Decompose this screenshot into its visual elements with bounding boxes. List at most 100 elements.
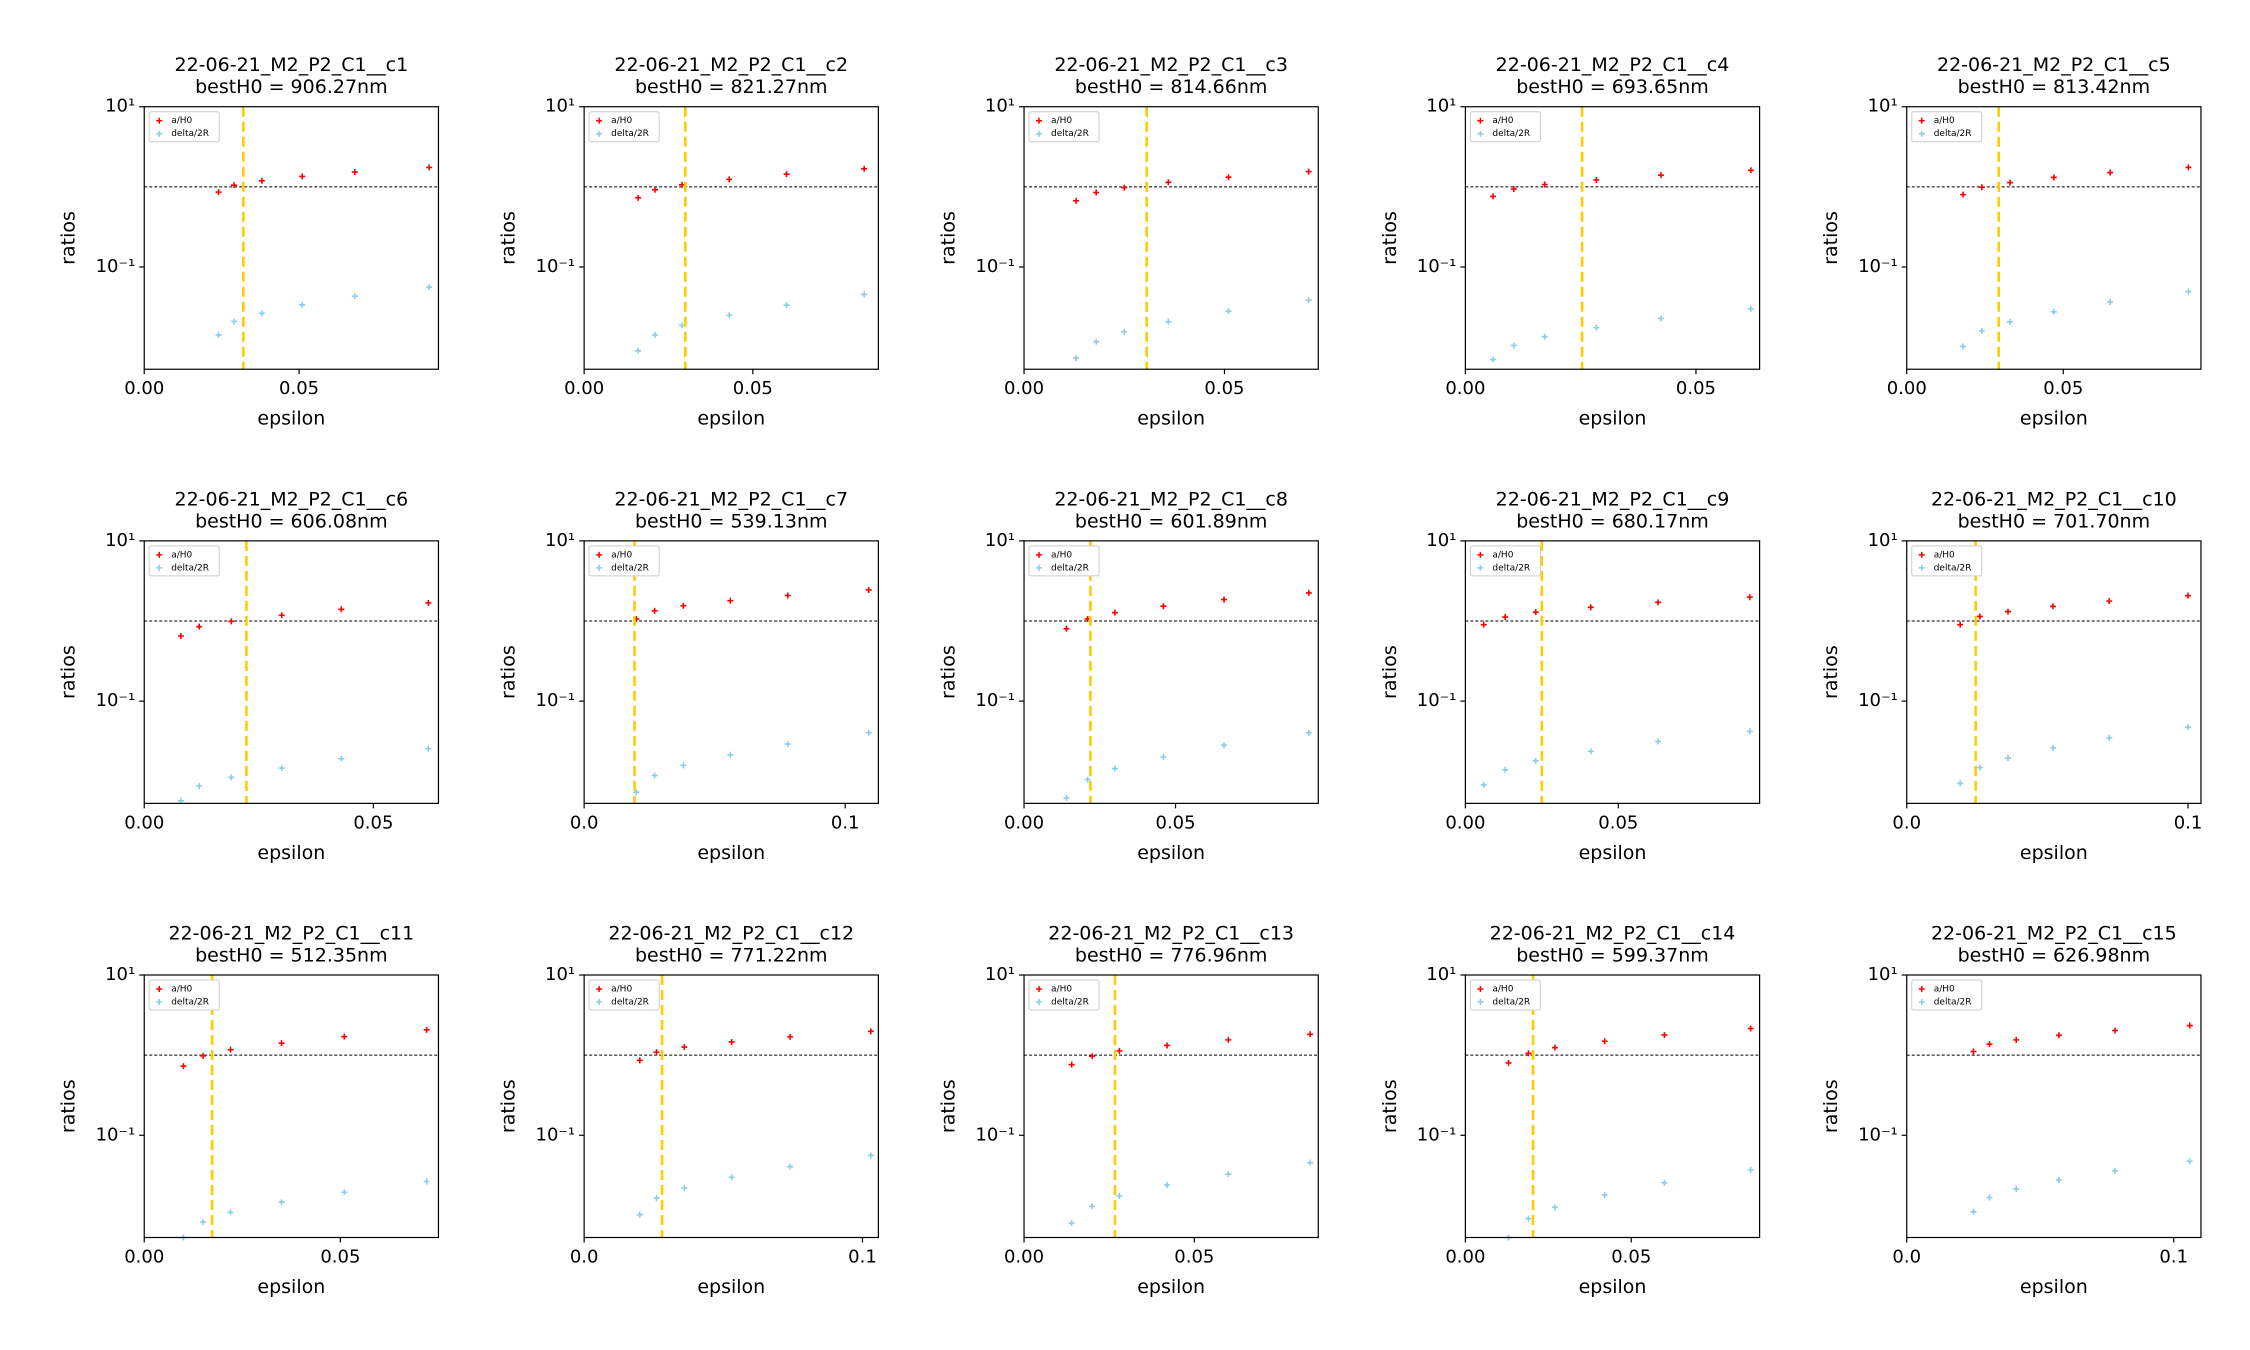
legend-box — [148, 545, 220, 577]
data-point — [1073, 197, 1080, 204]
data-point — [1089, 1203, 1096, 1210]
data-point — [2106, 598, 2113, 605]
legend-label: a/H0 — [1051, 550, 1072, 560]
data-point — [787, 1163, 794, 1170]
legend-label: a/H0 — [1934, 550, 1955, 560]
data-point — [1593, 324, 1600, 331]
data-point — [351, 169, 358, 176]
y-tick-label: 10¹ — [1868, 96, 1898, 117]
x-axis-label: epsilon — [2020, 842, 2088, 864]
data-point — [1165, 318, 1172, 325]
subplot-title: 22-06-21_M2_P2_C1__c2 — [614, 54, 848, 76]
legend-marker — [1477, 551, 1484, 558]
legend-label: delta/2R — [611, 998, 649, 1008]
subplot-title: 22-06-21_M2_P2_C1__c7 — [614, 488, 848, 510]
y-axis-label: ratios — [58, 211, 80, 265]
data-point — [2185, 288, 2192, 295]
axes-frame — [1023, 540, 1319, 804]
data-point — [423, 1026, 430, 1033]
y-axis-label: ratios — [58, 1079, 80, 1133]
y-tick-label: 10⁻¹ — [1858, 1124, 1898, 1145]
data-point — [865, 586, 872, 593]
y-tick-label: 10¹ — [545, 964, 575, 985]
data-point — [1551, 1044, 1558, 1051]
data-point — [227, 1209, 234, 1216]
data-point — [1164, 1182, 1171, 1189]
data-point — [2107, 298, 2114, 305]
data-point — [867, 1152, 874, 1159]
data-point — [1490, 356, 1497, 363]
data-point — [1502, 766, 1509, 773]
x-tick-label: 0.0 — [1892, 1247, 1921, 1268]
data-point — [1655, 599, 1662, 606]
data-point — [680, 762, 687, 769]
data-point — [1305, 168, 1312, 175]
legend-label: a/H0 — [1492, 550, 1513, 560]
data-point — [1978, 327, 1985, 334]
data-point — [2050, 603, 2056, 610]
x-axis-label: epsilon — [1137, 1276, 1205, 1298]
legend-box — [1469, 545, 1541, 577]
legend-marker — [1918, 130, 1925, 137]
data-point — [1063, 625, 1070, 632]
data-point — [1661, 1032, 1668, 1039]
data-point — [180, 1063, 187, 1070]
legend-marker — [596, 999, 603, 1005]
x-tick-label: 0.00 — [1887, 378, 1927, 399]
data-point — [2186, 1022, 2193, 1029]
x-tick-label: 0.00 — [124, 812, 164, 833]
data-point — [1307, 1159, 1314, 1166]
data-point — [1747, 1025, 1754, 1032]
subplot-title: 22-06-21_M2_P2_C1__c8 — [1054, 488, 1288, 510]
data-point — [1541, 333, 1548, 340]
data-point — [651, 186, 658, 193]
subplot-subtitle: bestH0 = 906.27nm — [195, 76, 388, 98]
y-tick-label: 10⁻¹ — [1417, 1124, 1457, 1145]
data-point — [2055, 1032, 2062, 1039]
data-point — [1976, 613, 1983, 620]
data-point — [1525, 1215, 1532, 1222]
data-point — [196, 623, 203, 630]
data-point — [1601, 1038, 1608, 1045]
legend-box — [588, 979, 660, 1011]
data-point — [678, 181, 685, 188]
data-point — [2005, 608, 2011, 615]
legend-label: delta/2R — [171, 129, 209, 139]
y-axis-label: ratios — [498, 1079, 520, 1133]
legend-label: a/H0 — [611, 550, 632, 560]
x-axis-label: epsilon — [697, 842, 765, 864]
y-tick-label: 10¹ — [105, 964, 135, 985]
axes-frame — [1906, 106, 2202, 370]
data-point — [1970, 1208, 1977, 1215]
data-point — [1525, 1050, 1532, 1057]
legend-marker — [1477, 117, 1484, 124]
x-tick-label: 0.05 — [1174, 1247, 1214, 1268]
data-point — [351, 293, 358, 300]
data-point — [728, 1038, 735, 1045]
legend-box — [1028, 979, 1100, 1011]
y-tick-label: 10¹ — [545, 96, 575, 117]
legend-marker — [1036, 117, 1043, 124]
legend-label: delta/2R — [1492, 563, 1530, 573]
data-point — [1221, 596, 1228, 603]
y-tick-label: 10⁻¹ — [536, 256, 576, 277]
legend-marker — [156, 551, 163, 558]
data-point — [1746, 728, 1753, 735]
data-point — [1505, 1059, 1512, 1066]
subplot-title: 22-06-21_M2_P2_C1__c6 — [175, 488, 409, 510]
x-axis-label: epsilon — [1579, 842, 1647, 864]
x-tick-label: 0.1 — [2174, 812, 2203, 833]
data-point — [653, 1195, 660, 1202]
legend-label: a/H0 — [611, 116, 632, 126]
subplot-subtitle: bestH0 = 599.37nm — [1516, 945, 1709, 967]
legend-box — [1469, 979, 1541, 1011]
data-point — [1160, 603, 1167, 610]
axes-frame — [1464, 540, 1761, 804]
data-point — [1960, 343, 1967, 350]
data-point — [1502, 614, 1509, 621]
subplot-title: 22-06-21_M2_P2_C1__c15 — [1931, 923, 2177, 945]
subplot-subtitle: bestH0 = 776.96nm — [1075, 945, 1268, 967]
data-point — [783, 302, 790, 309]
